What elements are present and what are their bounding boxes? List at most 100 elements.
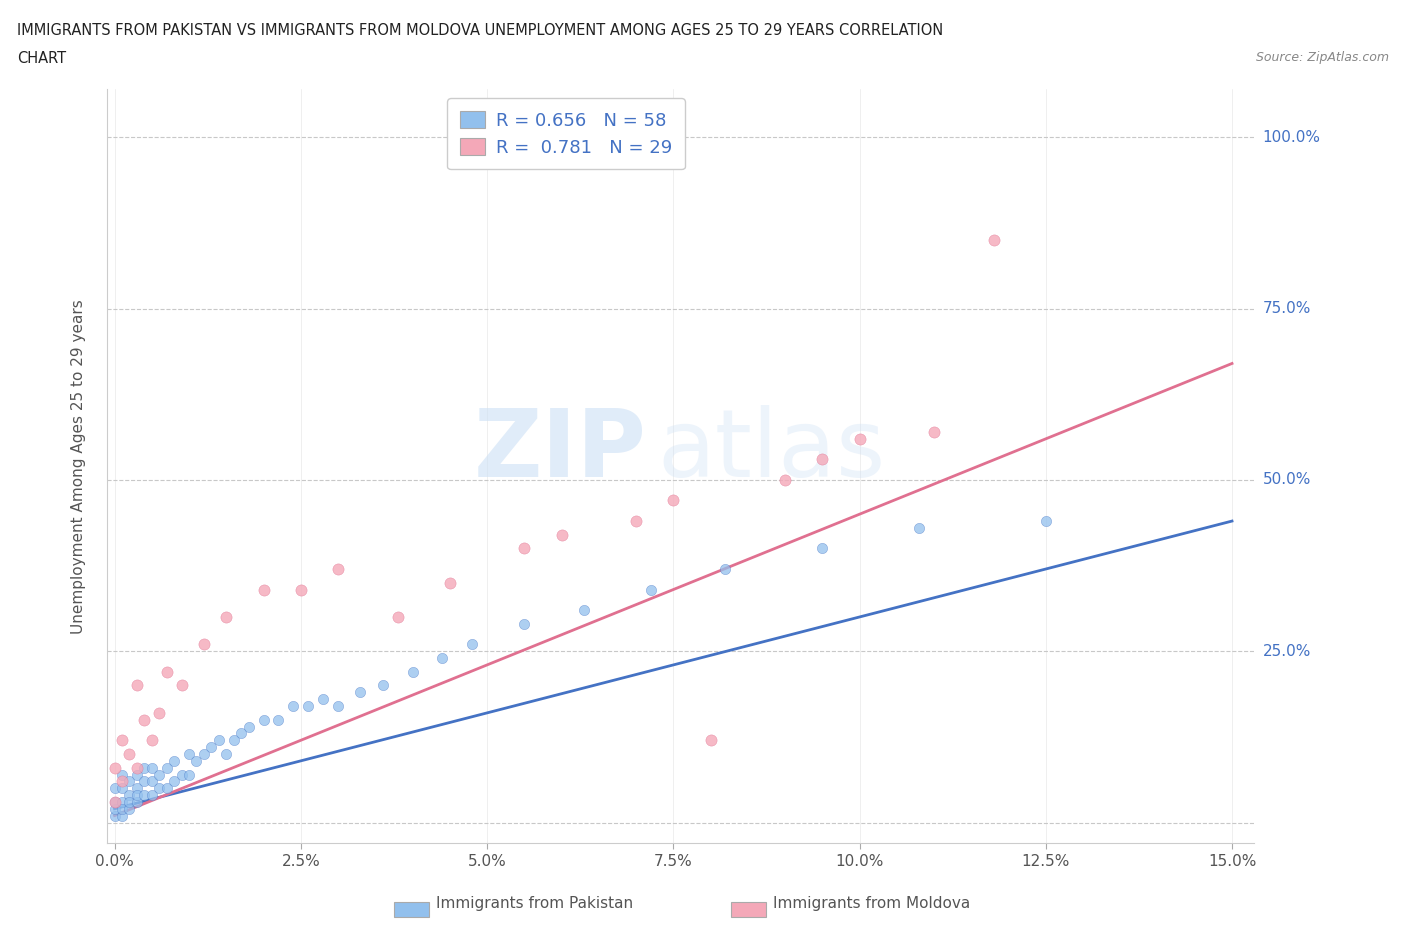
Point bbox=[290, 582, 312, 597]
Point bbox=[193, 637, 215, 652]
Point bbox=[103, 781, 125, 796]
Point bbox=[111, 794, 134, 809]
Point bbox=[125, 767, 148, 782]
Point bbox=[148, 781, 170, 796]
Text: Source: ZipAtlas.com: Source: ZipAtlas.com bbox=[1256, 51, 1389, 64]
Point bbox=[371, 678, 394, 693]
Text: CHART: CHART bbox=[17, 51, 66, 66]
Point bbox=[111, 802, 134, 817]
Text: 75.0%: 75.0% bbox=[1263, 301, 1310, 316]
Point bbox=[103, 802, 125, 817]
Point bbox=[177, 747, 200, 762]
Point bbox=[141, 774, 163, 789]
Point bbox=[103, 761, 125, 776]
Point bbox=[170, 767, 193, 782]
Point bbox=[572, 603, 595, 618]
Point bbox=[401, 664, 423, 679]
Text: 25.0%: 25.0% bbox=[1263, 644, 1310, 658]
Point bbox=[297, 698, 319, 713]
Point bbox=[773, 472, 796, 487]
Point bbox=[118, 802, 141, 817]
Point bbox=[156, 781, 179, 796]
Text: ZIP: ZIP bbox=[474, 405, 647, 498]
Point bbox=[550, 527, 572, 542]
Point bbox=[811, 541, 834, 556]
Point bbox=[922, 424, 945, 439]
Point bbox=[186, 753, 208, 768]
Point bbox=[118, 774, 141, 789]
Point bbox=[111, 808, 134, 823]
Point bbox=[432, 651, 454, 666]
Point bbox=[134, 712, 156, 727]
Point bbox=[111, 781, 134, 796]
Point bbox=[118, 747, 141, 762]
Point bbox=[125, 788, 148, 803]
Point bbox=[163, 774, 186, 789]
Text: Immigrants from Pakistan: Immigrants from Pakistan bbox=[436, 897, 633, 911]
Point bbox=[252, 712, 274, 727]
Text: atlas: atlas bbox=[658, 405, 886, 498]
Point bbox=[1035, 513, 1057, 528]
Point bbox=[148, 706, 170, 721]
Point bbox=[461, 637, 484, 652]
Text: 100.0%: 100.0% bbox=[1263, 130, 1320, 145]
Point bbox=[118, 788, 141, 803]
Point bbox=[238, 719, 260, 734]
Point bbox=[513, 541, 536, 556]
Point bbox=[699, 733, 721, 748]
Text: IMMIGRANTS FROM PAKISTAN VS IMMIGRANTS FROM MOLDOVA UNEMPLOYMENT AMONG AGES 25 T: IMMIGRANTS FROM PAKISTAN VS IMMIGRANTS F… bbox=[17, 23, 943, 38]
Text: Immigrants from Moldova: Immigrants from Moldova bbox=[773, 897, 970, 911]
Point bbox=[125, 761, 148, 776]
Point bbox=[811, 452, 834, 467]
Point bbox=[177, 767, 200, 782]
Point bbox=[193, 747, 215, 762]
Point bbox=[208, 733, 231, 748]
Point bbox=[215, 747, 238, 762]
Point bbox=[387, 609, 409, 624]
Point bbox=[134, 788, 156, 803]
Point bbox=[349, 684, 371, 699]
Point bbox=[118, 794, 141, 809]
Point bbox=[983, 232, 1005, 247]
Point bbox=[141, 761, 163, 776]
Point bbox=[111, 774, 134, 789]
Point bbox=[125, 781, 148, 796]
Point bbox=[222, 733, 245, 748]
Point bbox=[125, 678, 148, 693]
Point bbox=[326, 698, 349, 713]
Point bbox=[170, 678, 193, 693]
Legend: R = 0.656   N = 58, R =  0.781   N = 29: R = 0.656 N = 58, R = 0.781 N = 29 bbox=[447, 99, 685, 169]
Point bbox=[231, 726, 253, 741]
Point bbox=[156, 761, 179, 776]
Point bbox=[134, 774, 156, 789]
Point bbox=[103, 808, 125, 823]
Point bbox=[163, 753, 186, 768]
Point bbox=[111, 767, 134, 782]
Point bbox=[134, 761, 156, 776]
Point bbox=[326, 562, 349, 577]
Point bbox=[215, 609, 238, 624]
Point bbox=[200, 739, 222, 754]
Point bbox=[103, 794, 125, 809]
Point bbox=[125, 794, 148, 809]
Point bbox=[141, 733, 163, 748]
Point bbox=[439, 576, 461, 591]
Point bbox=[908, 521, 931, 536]
Point bbox=[513, 617, 536, 631]
Y-axis label: Unemployment Among Ages 25 to 29 years: Unemployment Among Ages 25 to 29 years bbox=[72, 299, 86, 633]
Point bbox=[640, 582, 662, 597]
Point bbox=[283, 698, 305, 713]
Point bbox=[714, 562, 737, 577]
Point bbox=[312, 692, 335, 707]
Point bbox=[111, 733, 134, 748]
Point bbox=[148, 767, 170, 782]
Text: 50.0%: 50.0% bbox=[1263, 472, 1310, 487]
Point bbox=[141, 788, 163, 803]
Point bbox=[848, 432, 870, 446]
Point bbox=[156, 664, 179, 679]
Point bbox=[267, 712, 290, 727]
Point bbox=[624, 513, 647, 528]
Point bbox=[252, 582, 274, 597]
Point bbox=[662, 493, 685, 508]
Point bbox=[103, 794, 125, 809]
